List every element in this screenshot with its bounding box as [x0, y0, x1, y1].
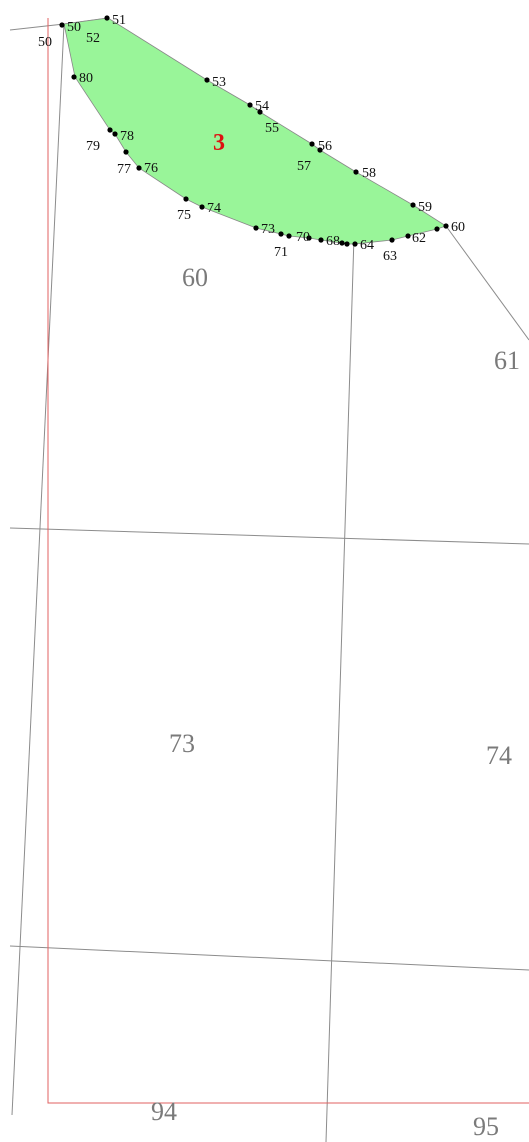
survey-point[interactable] [306, 235, 312, 241]
point-label: 73 [261, 222, 275, 237]
point-label: 70 [296, 230, 310, 245]
point-label: 58 [362, 166, 376, 181]
point-label: 78 [120, 129, 134, 144]
point-label: 77 [117, 162, 131, 177]
point-label: 74 [207, 201, 221, 216]
survey-point[interactable] [410, 202, 416, 208]
survey-point[interactable] [71, 74, 77, 80]
survey-point[interactable] [344, 241, 350, 247]
parcel-label[interactable]: 95 [473, 1112, 499, 1141]
point-label: 75 [177, 208, 191, 223]
point-label: 55 [265, 121, 279, 136]
point-label: 80 [79, 71, 93, 86]
boundary-line-top-left [9, 23, 65, 31]
parcel-label[interactable]: 94 [151, 1097, 177, 1126]
point-label: 57 [297, 159, 311, 174]
parcel-lines [9, 17, 529, 1142]
survey-point[interactable] [278, 231, 284, 237]
survey-point[interactable] [112, 131, 118, 137]
survey-point[interactable] [443, 223, 449, 229]
point-label: 68 [326, 234, 340, 249]
boundary-line-horizontal-1 [9, 527, 529, 545]
point-label: 53 [212, 75, 226, 90]
point-label: 56 [318, 139, 332, 154]
survey-point[interactable] [257, 109, 263, 115]
survey-point[interactable] [286, 233, 292, 239]
point-label: 71 [274, 245, 288, 260]
survey-point[interactable] [136, 165, 142, 171]
parcel-label[interactable]: 61 [494, 346, 520, 375]
survey-point[interactable] [123, 149, 129, 155]
parcel-label[interactable]: 74 [486, 741, 512, 770]
point-label: 50 [67, 20, 81, 35]
boundary-line-red-frame [47, 18, 529, 1104]
parcel-label[interactable]: 60 [182, 263, 208, 292]
survey-point[interactable] [434, 226, 440, 232]
survey-point[interactable] [247, 102, 253, 108]
survey-point[interactable] [104, 15, 110, 21]
survey-point[interactable] [107, 127, 113, 133]
parcel-numbers: 60 61 73 74 94 95 [151, 263, 520, 1141]
point-labels: 50 50 51 52 53 54 55 56 57 58 59 60 62 6… [38, 13, 465, 264]
survey-point[interactable] [309, 141, 315, 147]
boundary-line-west [11, 23, 65, 1116]
point-label: 63 [383, 249, 397, 264]
point-label: 50 [38, 35, 52, 50]
boundary-line-horizontal-2 [9, 945, 529, 971]
survey-point[interactable] [183, 196, 189, 202]
point-label: 79 [86, 139, 100, 154]
point-label: 54 [255, 99, 269, 114]
survey-point[interactable] [318, 237, 324, 243]
point-label: 76 [144, 161, 158, 176]
plot-number-label[interactable]: 3 [213, 130, 225, 156]
boundary-line-diagonal-east [445, 225, 529, 341]
point-label: 64 [360, 238, 374, 253]
point-label: 62 [412, 231, 426, 246]
survey-points [59, 15, 449, 247]
survey-point[interactable] [199, 204, 205, 210]
survey-point[interactable] [253, 225, 259, 231]
point-label: 52 [86, 31, 100, 46]
survey-point[interactable] [204, 77, 210, 83]
survey-point[interactable] [405, 233, 411, 239]
point-label: 51 [112, 13, 126, 28]
survey-point[interactable] [353, 169, 359, 175]
point-label: 59 [418, 200, 432, 215]
survey-point[interactable] [389, 237, 395, 243]
survey-point[interactable] [339, 240, 345, 246]
survey-point[interactable] [352, 241, 358, 247]
point-label: 60 [451, 220, 465, 235]
parcel-label[interactable]: 73 [169, 729, 195, 758]
boundary-line-middle-vertical [325, 171, 357, 1142]
survey-point[interactable] [59, 22, 65, 28]
survey-point[interactable] [317, 147, 323, 153]
